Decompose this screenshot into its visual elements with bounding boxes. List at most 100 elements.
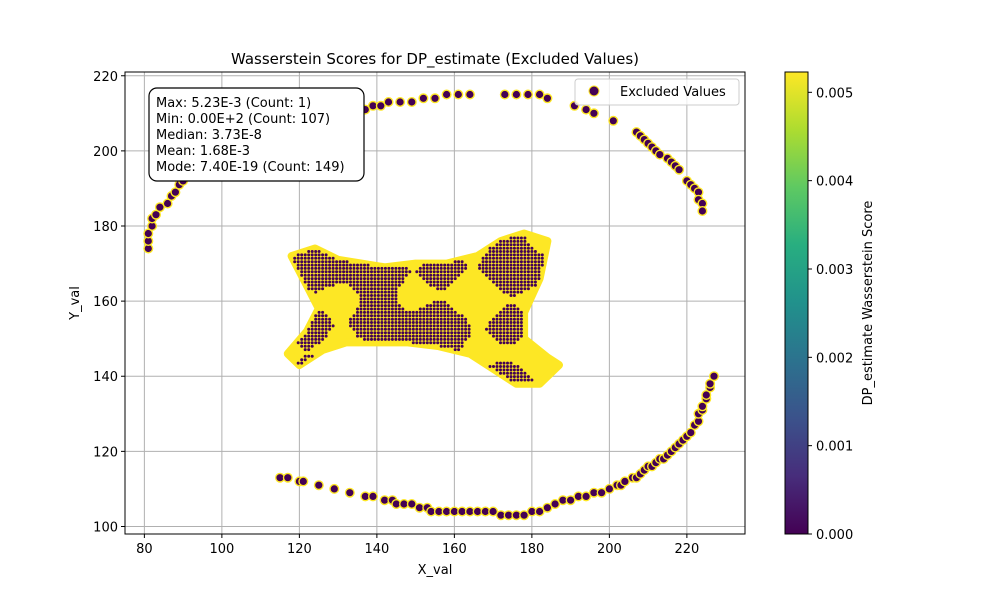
blob-point <box>523 371 527 375</box>
blob-point <box>509 236 513 240</box>
blob-point <box>387 270 391 274</box>
blob-point <box>314 327 318 331</box>
blob-point <box>523 270 527 274</box>
blob-point <box>495 283 499 287</box>
blob-point <box>509 280 513 284</box>
scatter-point <box>170 187 181 198</box>
blob-point <box>509 307 513 311</box>
blob-point <box>321 283 325 287</box>
blob-point <box>380 331 384 335</box>
blob-point <box>509 294 513 297</box>
blob-point <box>321 314 325 318</box>
blob-point <box>492 321 495 324</box>
y-tick-label: 160 <box>93 295 118 310</box>
blob-point <box>314 277 318 281</box>
blob-point <box>331 277 335 281</box>
blob-point <box>450 331 454 335</box>
blob-point <box>464 334 468 338</box>
blob-point <box>488 270 492 274</box>
x-tick-label: 180 <box>519 542 544 557</box>
blob-point <box>488 263 492 267</box>
blob-point <box>380 307 384 311</box>
blob-point <box>509 270 513 274</box>
y-axis-label: Y_val <box>68 286 83 321</box>
blob-point <box>394 300 398 304</box>
blob-point <box>317 324 321 328</box>
blob-point <box>523 243 527 247</box>
blob-point <box>460 260 464 264</box>
blob-point <box>495 321 499 324</box>
blob-point <box>383 310 387 314</box>
blob-point <box>370 300 373 304</box>
blob-point <box>519 290 523 294</box>
blob-point <box>506 304 509 308</box>
blob-point <box>502 307 506 311</box>
blob-point <box>394 331 398 335</box>
blob-point <box>516 280 520 284</box>
blob-point <box>363 263 366 267</box>
blob-point <box>429 280 433 284</box>
y-tick-label: 220 <box>93 70 118 85</box>
blob-point <box>537 256 541 260</box>
blob-point <box>425 324 429 328</box>
blob-point <box>328 280 332 284</box>
blob-point <box>519 236 523 240</box>
blob-point <box>401 321 405 324</box>
blob-point <box>404 324 408 328</box>
blob-point <box>394 317 398 321</box>
scatter-point <box>697 205 708 216</box>
blob-point <box>359 317 363 321</box>
blob-point <box>523 260 527 264</box>
blob-point <box>516 331 520 335</box>
blob-point <box>450 327 454 331</box>
blob-point <box>404 270 408 274</box>
blob-point <box>376 310 380 314</box>
blob-point <box>436 327 440 331</box>
blob-point <box>439 324 443 328</box>
blob-point <box>321 310 325 314</box>
blob-point <box>526 375 530 379</box>
x-tick-label: 80 <box>136 542 153 557</box>
blob-point <box>387 304 391 308</box>
blob-point <box>370 280 373 284</box>
blob-point <box>383 331 387 335</box>
blob-point <box>495 266 499 270</box>
blob-point <box>533 263 537 267</box>
blob-point <box>300 341 304 345</box>
blob-point <box>457 324 461 328</box>
blob-point <box>509 371 513 375</box>
blob-point <box>411 337 415 341</box>
blob-point <box>457 327 461 331</box>
blob-point <box>303 263 307 267</box>
blob-point <box>519 321 523 324</box>
blob-point <box>492 270 495 274</box>
blob-point <box>363 273 366 277</box>
blob-point <box>376 270 380 274</box>
blob-point <box>457 266 461 270</box>
blob-point <box>450 344 454 348</box>
blob-point <box>397 307 401 311</box>
blob-point <box>328 270 332 274</box>
blob-point <box>411 341 415 345</box>
blob-point <box>317 270 321 274</box>
blob-point <box>349 266 352 270</box>
blob-point <box>429 337 433 341</box>
blob-point <box>418 270 422 274</box>
blob-point <box>502 287 506 291</box>
blob-point <box>422 327 426 331</box>
blob-point <box>499 334 502 338</box>
blob-point <box>523 280 527 284</box>
blob-point <box>373 314 377 318</box>
blob-point <box>363 277 366 281</box>
blob-point <box>537 253 541 257</box>
blob-point <box>373 337 377 341</box>
blob-point <box>422 331 426 335</box>
blob-point <box>488 327 492 331</box>
blob-point <box>446 304 450 308</box>
blob-point <box>509 246 513 250</box>
blob-point <box>512 283 516 287</box>
blob-point <box>363 297 366 301</box>
blob-point <box>380 283 384 287</box>
blob-point <box>492 277 495 281</box>
blob-point <box>356 283 359 287</box>
